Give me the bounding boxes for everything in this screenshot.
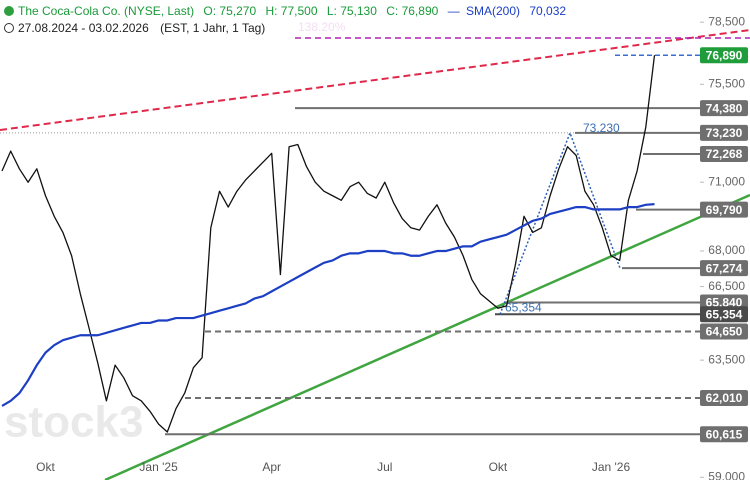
- y-tick-label: 75,500: [708, 76, 745, 90]
- level-box: [700, 201, 748, 218]
- quote: C: 76,890: [386, 4, 438, 18]
- y-tick-label: 78,500: [708, 14, 745, 28]
- level-box: [700, 146, 748, 163]
- header: The Coca-Cola Co. (NYSE, Last) O: 75,270…: [0, 0, 566, 36]
- x-tick-label: Apr: [262, 460, 281, 474]
- price-line: [1, 55, 656, 433]
- status-icon: [4, 6, 14, 16]
- quote: O: 75,270: [203, 4, 256, 18]
- level-label: 74,380: [706, 101, 743, 115]
- clock-icon: [4, 23, 14, 33]
- annotation: 65,354: [505, 300, 542, 314]
- level-label: 69,790: [706, 203, 743, 217]
- x-tick-label: Okt: [36, 460, 55, 474]
- y-tick-label: 59,000: [708, 469, 745, 480]
- zigzag: [499, 130, 621, 315]
- watermark: stock3: [4, 398, 143, 447]
- indicator-value: 70,032: [529, 4, 566, 18]
- level-label: 67,274: [706, 261, 743, 275]
- quote: L: 75,130: [327, 4, 377, 18]
- range-line: 27.08.2024 - 03.02.2026 (EST, 1 Jahr, 1 …: [18, 21, 265, 35]
- level-box: [700, 426, 748, 443]
- header-bg: [0, 0, 395, 36]
- level-label: 72,268: [706, 147, 743, 161]
- level-box: [700, 47, 748, 64]
- legend-swatch: —: [448, 4, 460, 18]
- x-tick-label: Jan '25: [139, 460, 178, 474]
- y-tick-label: 63,500: [708, 352, 745, 366]
- level-label: 76,890: [706, 48, 743, 62]
- quote-line: The Coca-Cola Co. (NYSE, Last) O: 75,270…: [18, 4, 566, 18]
- level-label: 64,650: [706, 325, 743, 339]
- level-box: [700, 389, 748, 406]
- annotation: 73,230: [583, 121, 620, 135]
- level-label: 65,840: [706, 296, 743, 310]
- quote: H: 77,500: [265, 4, 317, 18]
- y-tick-label: 66,500: [708, 279, 745, 293]
- legend-entry: SMA(200): [466, 4, 520, 18]
- level-box: [700, 306, 748, 323]
- y-tick-label: 71,000: [708, 174, 745, 188]
- level-label: 60,615: [706, 427, 743, 441]
- y-tick-label: 68,000: [708, 243, 745, 257]
- level-box: [700, 124, 748, 141]
- instrument: The Coca-Cola Co. (NYSE, Last): [18, 4, 194, 18]
- trend-line: [0, 29, 750, 131]
- x-tick-label: Jan '26: [592, 460, 631, 474]
- level-box: [700, 260, 748, 277]
- level-label: 65,354: [706, 307, 743, 321]
- range-info: (EST, 1 Jahr, 1 Tag): [160, 21, 265, 35]
- date-range: 27.08.2024 - 03.02.2026: [18, 21, 149, 35]
- level-box: [700, 100, 748, 117]
- level-box: [700, 323, 748, 340]
- level-label: 62,010: [706, 391, 743, 405]
- trend-line: [104, 193, 750, 480]
- sma-line: [1, 203, 655, 407]
- x-tick-label: Okt: [489, 460, 508, 474]
- x-tick-label: Jul: [377, 460, 392, 474]
- level-label: 73,230: [706, 126, 743, 140]
